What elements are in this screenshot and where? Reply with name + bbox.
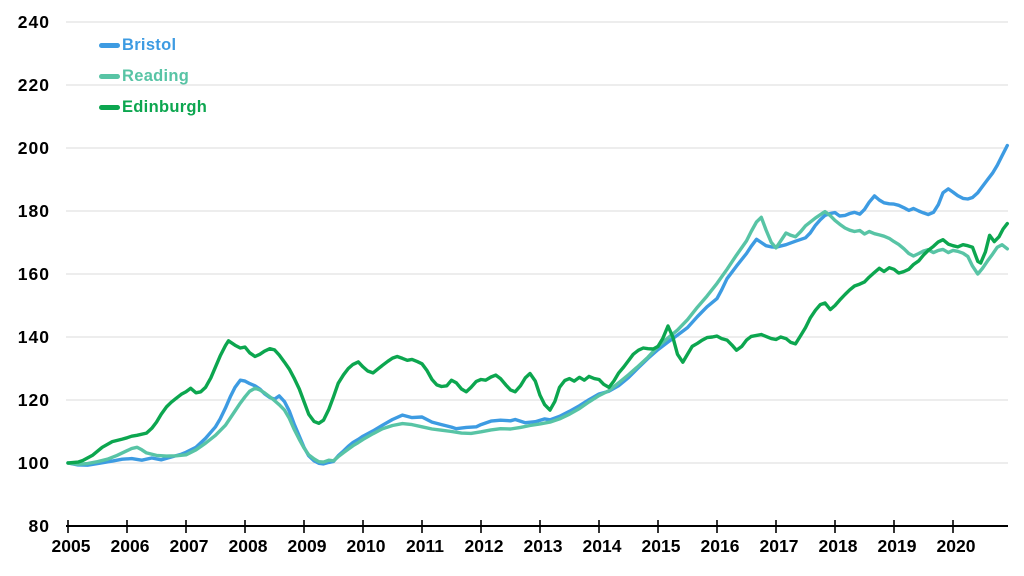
x-axis-label-2006: 2006 — [111, 536, 150, 556]
series-line-reading — [66, 209, 1009, 466]
x-axis-label-2016: 2016 — [701, 536, 740, 556]
series-line-edinburgh — [66, 221, 1009, 465]
legend: Bristol Reading Edinburgh — [99, 30, 207, 123]
x-axis-label-2017: 2017 — [760, 536, 799, 556]
x-axis-label-2005: 2005 — [52, 536, 91, 556]
x-axis-label-2008: 2008 — [229, 536, 268, 556]
y-axis-label-220: 220 — [18, 75, 50, 95]
x-axis — [66, 520, 1008, 533]
legend-item-edinburgh: Edinburgh — [99, 92, 207, 123]
legend-label-edinburgh: Edinburgh — [122, 98, 208, 116]
x-axis-label-2015: 2015 — [642, 536, 681, 556]
x-axis-labels: 2005 2006 2007 2008 2009 2010 2011 2012 2013 2014… — [52, 536, 976, 556]
x-axis-label-2009: 2009 — [288, 536, 327, 556]
x-axis-label-2012: 2012 — [465, 536, 504, 556]
y-axis-label-180: 180 — [18, 201, 50, 221]
legend-swatch-bristol — [99, 43, 120, 48]
series-lines — [66, 143, 1009, 467]
x-axis-label-2007: 2007 — [170, 536, 209, 556]
y-axis-label-140: 140 — [18, 327, 50, 347]
y-axis-label-120: 120 — [18, 390, 50, 410]
x-axis-label-2014: 2014 — [583, 536, 622, 556]
y-axis-label-80: 80 — [29, 516, 50, 536]
x-axis-label-2018: 2018 — [819, 536, 858, 556]
x-axis-label-2011: 2011 — [406, 536, 444, 556]
legend-label-reading: Reading — [122, 67, 190, 85]
x-axis-label-2020: 2020 — [937, 536, 976, 556]
series-line-bristol — [66, 143, 1009, 467]
legend-label-bristol: Bristol — [122, 36, 177, 54]
legend-item-bristol: Bristol — [99, 30, 207, 61]
legend-swatch-edinburgh — [99, 105, 120, 110]
legend-item-reading: Reading — [99, 61, 207, 92]
x-axis-label-2010: 2010 — [347, 536, 386, 556]
x-axis-label-2019: 2019 — [878, 536, 917, 556]
y-axis-label-240: 240 — [18, 12, 50, 32]
x-axis-label-2013: 2013 — [524, 536, 563, 556]
y-axis-label-200: 200 — [18, 138, 50, 158]
y-axis-label-160: 160 — [18, 264, 50, 284]
y-axis-labels: 240 220 200 180 160 140 120 100 80 — [18, 12, 50, 536]
y-axis-label-100: 100 — [18, 453, 50, 473]
legend-swatch-reading — [99, 74, 120, 79]
gridlines — [66, 21, 1008, 464]
